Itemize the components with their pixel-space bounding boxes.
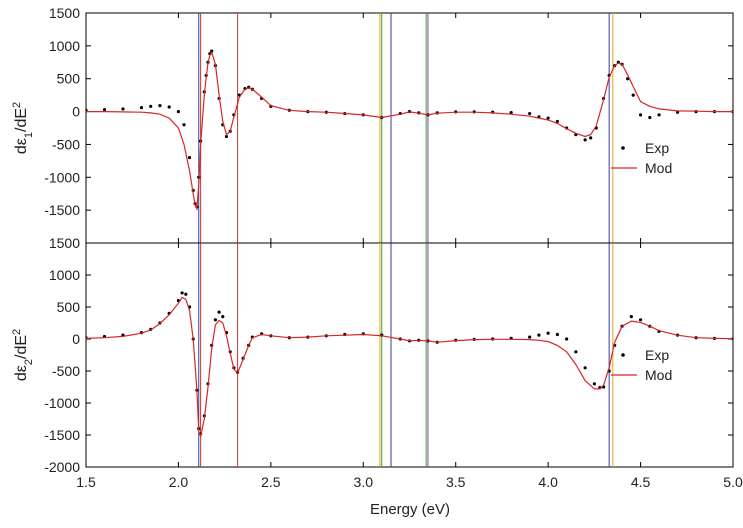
y-axis-label: dε2/dE2 bbox=[11, 329, 35, 381]
legend-mod-label: Mod bbox=[645, 367, 672, 383]
exp-data-point bbox=[158, 104, 162, 108]
y-tick-label: 1500 bbox=[49, 5, 80, 21]
y-tick-label: 0 bbox=[72, 331, 80, 347]
y-tick-label: -500 bbox=[52, 136, 80, 152]
legend-exp-label: Exp bbox=[645, 347, 669, 363]
exp-data-point bbox=[583, 366, 587, 370]
exp-data-point bbox=[537, 333, 541, 337]
y-tick-label: -1000 bbox=[44, 169, 80, 185]
series-group bbox=[86, 49, 733, 212]
exp-data-point bbox=[565, 337, 569, 341]
mod-series-line bbox=[86, 296, 733, 439]
exp-data-point bbox=[213, 318, 217, 322]
exp-data-point bbox=[102, 108, 107, 112]
x-axis-label: Energy (eV) bbox=[370, 501, 450, 518]
legend-exp-label: Exp bbox=[645, 140, 669, 156]
exp-data-point bbox=[509, 110, 513, 115]
plot-frame bbox=[85, 12, 734, 244]
plot-frame bbox=[85, 242, 734, 468]
legend-exp-marker bbox=[621, 146, 625, 150]
exp-data-point bbox=[546, 116, 550, 120]
exp-data-point bbox=[638, 113, 643, 117]
y-tick-label: -1500 bbox=[44, 427, 80, 443]
exp-data-point bbox=[217, 310, 221, 314]
y-tick-label: 500 bbox=[57, 299, 81, 315]
exp-data-point bbox=[631, 93, 635, 97]
series-group bbox=[86, 291, 733, 439]
x-tick-label: 5.0 bbox=[723, 474, 743, 490]
exp-data-point bbox=[583, 138, 587, 142]
exp-data-point bbox=[224, 134, 229, 139]
exp-data-point bbox=[210, 49, 214, 53]
exp-data-point bbox=[638, 318, 643, 322]
exp-data-point bbox=[555, 119, 559, 124]
exp-data-point bbox=[149, 104, 153, 108]
exp-data-point bbox=[657, 113, 661, 117]
exp-data-point bbox=[187, 155, 192, 160]
exp-data-point bbox=[589, 136, 593, 140]
exp-data-point bbox=[528, 335, 532, 339]
y-tick-label: -2000 bbox=[44, 459, 80, 475]
exp-data-point bbox=[180, 291, 184, 295]
y-tick-label: 1000 bbox=[49, 38, 80, 54]
exp-data-point bbox=[139, 106, 144, 110]
x-tick-label: 1.5 bbox=[76, 474, 96, 490]
exp-data-point bbox=[592, 382, 596, 386]
exp-data-point bbox=[182, 123, 186, 127]
x-axis: 1.5 2.0 2.5 3.0 3.5 4.0 4.5 5.0 bbox=[76, 474, 743, 490]
exp-data-point bbox=[648, 115, 652, 120]
exp-data-point bbox=[221, 315, 225, 319]
exp-data-point bbox=[121, 107, 125, 111]
x-tick-label: 3.0 bbox=[354, 474, 374, 490]
y-tick-label: -500 bbox=[52, 363, 80, 379]
x-tick-label: 4.5 bbox=[631, 474, 651, 490]
exp-data-point bbox=[629, 315, 633, 319]
exp-data-point bbox=[555, 332, 559, 337]
y-tick-label: 0 bbox=[72, 104, 80, 120]
y-tick-label: 1000 bbox=[49, 267, 80, 283]
exp-data-point bbox=[546, 331, 550, 335]
y-tick-label: 500 bbox=[57, 71, 81, 87]
exp-data-point bbox=[167, 105, 171, 109]
x-tick-label: 2.5 bbox=[261, 474, 281, 490]
exp-data-point bbox=[574, 350, 578, 354]
legend-exp-marker bbox=[621, 353, 625, 357]
exp-data-point bbox=[176, 109, 181, 114]
y-tick-label: -1500 bbox=[44, 202, 80, 218]
exp-data-point bbox=[184, 292, 188, 296]
y-tick-label: -1000 bbox=[44, 395, 80, 411]
x-tick-label: 2.0 bbox=[169, 474, 189, 490]
top-panel: 1500 1000 500 0 -500 -1000 -1500 dε1/dE2 Exp Mod bbox=[11, 5, 734, 244]
exp-data-point bbox=[528, 111, 532, 116]
y-tick-label: 1500 bbox=[49, 235, 80, 251]
y-axis-label: dε1/dE2 bbox=[11, 102, 35, 154]
x-tick-label: 3.5 bbox=[446, 474, 466, 490]
legend-mod-label: Mod bbox=[645, 160, 672, 176]
x-tick-label: 4.0 bbox=[538, 474, 558, 490]
mod-series-line bbox=[86, 51, 733, 212]
bottom-panel: 1500 1000 500 0 -500 -1000 -1500 -2000 dε2/dE2 Ex… bbox=[11, 235, 734, 475]
